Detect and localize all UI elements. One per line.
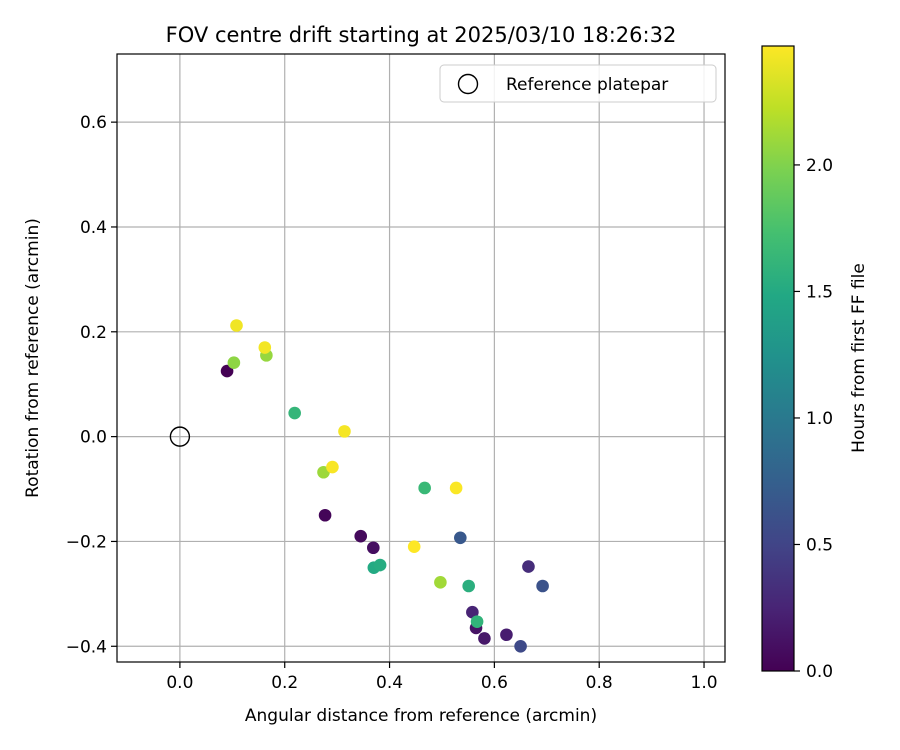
chart-title: FOV centre drift starting at 2025/03/10 … xyxy=(166,23,677,47)
x-tick-label: 0.8 xyxy=(586,673,613,693)
y-tick-label: 0.2 xyxy=(80,323,107,343)
data-point xyxy=(462,579,475,593)
data-point xyxy=(230,319,243,332)
data-point xyxy=(514,639,527,653)
data-point xyxy=(367,541,380,555)
data-point xyxy=(220,364,234,378)
data-point xyxy=(354,529,368,543)
data-point xyxy=(470,615,484,628)
x-axis-ticks: 0.0 0.2 0.4 0.6 0.8 1.0 xyxy=(166,662,718,693)
colorbar: 0.0 0.5 1.0 1.5 2.0 Hours from first FF file xyxy=(761,45,869,682)
reference-layer xyxy=(169,426,191,447)
y-tick-label: 0.0 xyxy=(80,428,107,448)
colorbar-label: Hours from first FF file xyxy=(849,263,869,453)
data-point xyxy=(407,540,421,553)
legend-marker-open-circle xyxy=(457,73,479,95)
data-point xyxy=(478,632,491,645)
data-point xyxy=(258,341,272,354)
colorbar-tick-label: 1.0 xyxy=(806,409,833,429)
y-tick-label: 0.4 xyxy=(80,218,107,238)
reference-platepar-marker xyxy=(169,426,191,447)
x-tick-label: 0.2 xyxy=(271,673,298,693)
legend-box xyxy=(439,64,717,103)
y-tick-label: −0.2 xyxy=(66,532,107,552)
colorbar-tick-label: 0.5 xyxy=(806,535,833,555)
x-axis-label: Angular distance from reference (arcmin) xyxy=(245,706,597,726)
x-tick-label: 0.4 xyxy=(376,673,403,693)
data-point xyxy=(454,531,467,545)
y-axis-ticks: −0.4 −0.2 0.0 0.2 0.4 0.6 xyxy=(66,113,117,657)
data-point xyxy=(522,560,535,573)
x-tick-label: 1.0 xyxy=(691,673,718,693)
y-tick-label: 0.6 xyxy=(80,113,107,133)
data-point xyxy=(449,481,463,495)
colorbar-tick-label: 2.0 xyxy=(806,156,833,176)
colorbar-ticks: 0.0 0.5 1.0 1.5 2.0 xyxy=(794,156,833,682)
data-point xyxy=(466,605,479,619)
data-point xyxy=(434,576,447,589)
legend-label-reference-platepar: Reference platepar xyxy=(506,75,668,95)
data-point xyxy=(373,558,387,572)
data-point xyxy=(288,406,301,420)
colorbar-bar xyxy=(761,45,795,672)
data-points xyxy=(220,319,549,653)
data-point xyxy=(338,425,351,438)
x-tick-label: 0.0 xyxy=(166,673,193,693)
data-point xyxy=(318,508,332,522)
data-point xyxy=(227,356,241,370)
y-tick-label: −0.4 xyxy=(66,637,107,657)
legend: Reference platepar xyxy=(439,64,717,103)
x-tick-label: 0.6 xyxy=(481,673,508,693)
data-point xyxy=(326,460,339,474)
colorbar-tick-label: 1.5 xyxy=(806,282,833,302)
grid-lines xyxy=(117,54,725,662)
colorbar-tick-label: 0.0 xyxy=(806,662,833,682)
data-point xyxy=(418,481,431,495)
data-point xyxy=(536,579,549,593)
y-axis-label: Rotation from reference (arcmin) xyxy=(23,218,43,498)
data-point xyxy=(500,628,513,642)
plot-frame xyxy=(116,53,726,663)
